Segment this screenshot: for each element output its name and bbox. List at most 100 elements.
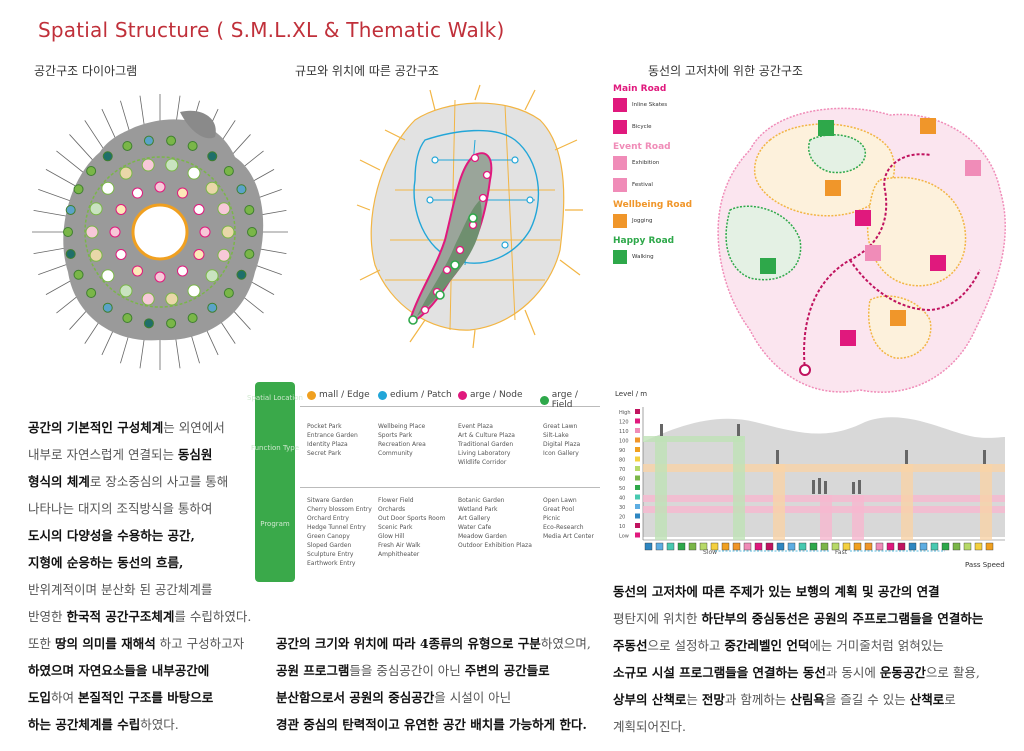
side-label-location: Spatial Location [247, 394, 303, 402]
chart-y-label: Level / m [615, 390, 647, 398]
legend-label: Jogging [632, 218, 653, 224]
y-tick-label: 90 [619, 448, 625, 454]
text: 으로 활용, [925, 665, 980, 680]
legend-item: Festival [613, 178, 693, 192]
slow-label: Slow [703, 549, 717, 556]
program-col-medium: Flower Field Orchards Out Door Sports Room… [378, 497, 446, 558]
fast-label: Fast [835, 549, 848, 556]
bold-text: 하는 공간체계를 수립 [28, 717, 141, 732]
text: 평탄지에 위치한 [613, 611, 702, 626]
program-col-large: Botanic Garden Wetland Park Art Gallery Wat… [458, 497, 532, 549]
bold-text: 땅의 의미를 재해석 [54, 636, 156, 651]
text-line: 나타나는 대지의 조직방식을 통하여 [28, 495, 268, 522]
text-line: 도시의 다양성을 수용하는 공간, [28, 522, 268, 549]
legend-label: Festival [632, 182, 653, 188]
bold-text: 상부의 산책로 [613, 692, 687, 707]
text: 는 [686, 692, 702, 707]
scale-subtitle: 규모와 위치에 따른 공간구조 [295, 64, 439, 78]
bold-text: 도입 [28, 690, 52, 705]
text-line: 반영한 한국적 공간구조체계를 수립하였다. [28, 603, 268, 630]
bold-text: 공간의 크기와 위치에 따라 4종류의 유형으로 구분 [276, 636, 541, 651]
legend-label: Exhibition [632, 160, 660, 166]
pass-speed-label: Pass Speed [965, 561, 1005, 569]
text-line: 상부의 산책로는 전망과 함께하는 산림욕을 즐길 수 있는 산책로로 [613, 686, 1018, 713]
text-line: 형식의 체계로 장소중심의 사고를 통해 [28, 468, 268, 495]
text-line: 계획되어진다. [613, 713, 1018, 740]
legend-wellbeing-road-title: Wellbeing Road [613, 200, 693, 210]
text: 을 즐길 수 있는 [824, 692, 910, 707]
text-line: 소규모 시설 프로그램들을 연결하는 동선과 동시에 운동공간으로 활용, [613, 659, 1018, 686]
route-legend: Main Road Inline Skates Bicycle Event Ro… [613, 84, 693, 272]
text-line: 반위계적이며 분산화 된 공간체계를 [28, 576, 268, 603]
text-line: 내부로 자연스럽게 연결되는 동심원 [28, 441, 268, 468]
text: 들을 중심공간이 아닌 [349, 663, 465, 678]
bold-text: 도시의 다양성을 수용하는 공간, [28, 528, 195, 543]
text-line: 분산함으로서 공원의 중심공간을 시설이 아닌 [276, 684, 606, 711]
text-line: 동선의 고저차에 따른 주제가 있는 보행의 계획 및 공간의 연결 [613, 578, 1018, 605]
festival-icon [613, 178, 627, 192]
text: 반위계적이며 분산화 된 공간체계를 [28, 582, 213, 597]
elevation-subtitle: 동선의 고저차에 위한 공간구조 [648, 64, 803, 78]
xlarge-dot-icon [540, 395, 549, 405]
scale-map-diagram [356, 84, 583, 349]
exhibition-icon [613, 156, 627, 170]
function-col-small: Pocket Park Entrance Garden Identity Plaza… [307, 423, 358, 457]
inline-skate-icon [613, 98, 627, 112]
legend-event-road-title: Event Road [613, 142, 671, 152]
text: 로 [944, 692, 956, 707]
legend-label: Bicycle [632, 124, 652, 130]
jogging-icon [613, 214, 627, 228]
divider [300, 406, 600, 407]
bold-text: 중간레벨인 언덕 [724, 638, 810, 653]
y-tick-label: 10 [619, 524, 625, 530]
bold-text: 주변의 공간들로 [464, 663, 550, 678]
legend-main-road-title: Main Road [613, 84, 667, 94]
bold-text: 소규모 시설 프로그램들을 연결하는 동선 [613, 665, 826, 680]
y-tick-label: 110 [619, 429, 629, 435]
side-label-function: Function Type [250, 444, 300, 452]
bold-text: 하단부의 중심동선은 공원의 주프로그램들을 연결하는 [701, 611, 984, 626]
table-side-bar [255, 382, 295, 582]
bold-text: 지형에 순응하는 동선의 흐름, [28, 555, 184, 570]
y-tick-label: 60 [619, 477, 625, 483]
text: 또한 [28, 636, 55, 651]
diagram-subtitle: 공간구조 다이아그램 [34, 64, 138, 78]
text: 나타나는 대지의 조직방식을 통하여 [28, 501, 213, 516]
bold-text: 공원 프로그램 [276, 663, 350, 678]
function-col-xlarge: Great Lawn Silt-Lake Digital Plaza Icon Gal… [543, 423, 581, 457]
text-line: 공간의 기본적인 구성체계는 외연에서 [28, 414, 268, 441]
text-line: 하는 공간체계를 수립하였다. [28, 711, 268, 738]
text-line: 공간의 크기와 위치에 따라 4종류의 유형으로 구분하였으며, [276, 630, 606, 657]
text-line: 도입하여 본질적인 구조를 바탕으로 [28, 684, 268, 711]
y-tick-label: 20 [619, 515, 625, 521]
text-line: 하였으며 자연요소들을 내부공간에 [28, 657, 268, 684]
header-small-edge: mall / Edge [307, 390, 370, 400]
y-tick-label: 120 [619, 420, 629, 426]
text: 으로 설정하고 [647, 638, 725, 653]
text: 를 수립하였다. [174, 609, 252, 624]
bold-text: 운동공간 [879, 665, 926, 680]
header-medium-patch: edium / Patch [378, 390, 452, 400]
text: 계획되어진다. [613, 719, 686, 734]
text: 을 시설이 아닌 [434, 690, 512, 705]
legend-item: Inline Skates [613, 98, 693, 112]
header-large-node: arge / Node [458, 390, 523, 400]
bicycle-icon [613, 120, 627, 134]
y-tick-label: 50 [619, 486, 625, 492]
side-label-program: Program [260, 520, 290, 528]
text: 로 장소중심의 사고를 통해 [89, 474, 229, 489]
y-tick-label: 80 [619, 458, 625, 464]
y-tick-label: High [619, 410, 631, 416]
text: 하였다. [140, 717, 179, 732]
bold-text: 산림욕 [790, 692, 825, 707]
concentric-diagram [32, 94, 288, 370]
text: 에는 거미줄처럼 얽혀있는 [809, 638, 944, 653]
y-tick-label: 100 [619, 439, 629, 445]
route-map [717, 107, 1006, 393]
large-dot-icon [458, 390, 467, 400]
text: 반영한 [28, 609, 67, 624]
people-silhouettes [660, 424, 986, 494]
bold-text: 분산함으로서 공원의 중심공간 [276, 690, 435, 705]
left-description: 공간의 기본적인 구성체계는 외연에서 내부로 자연스럽게 연결되는 동심원 형식의… [28, 414, 268, 738]
